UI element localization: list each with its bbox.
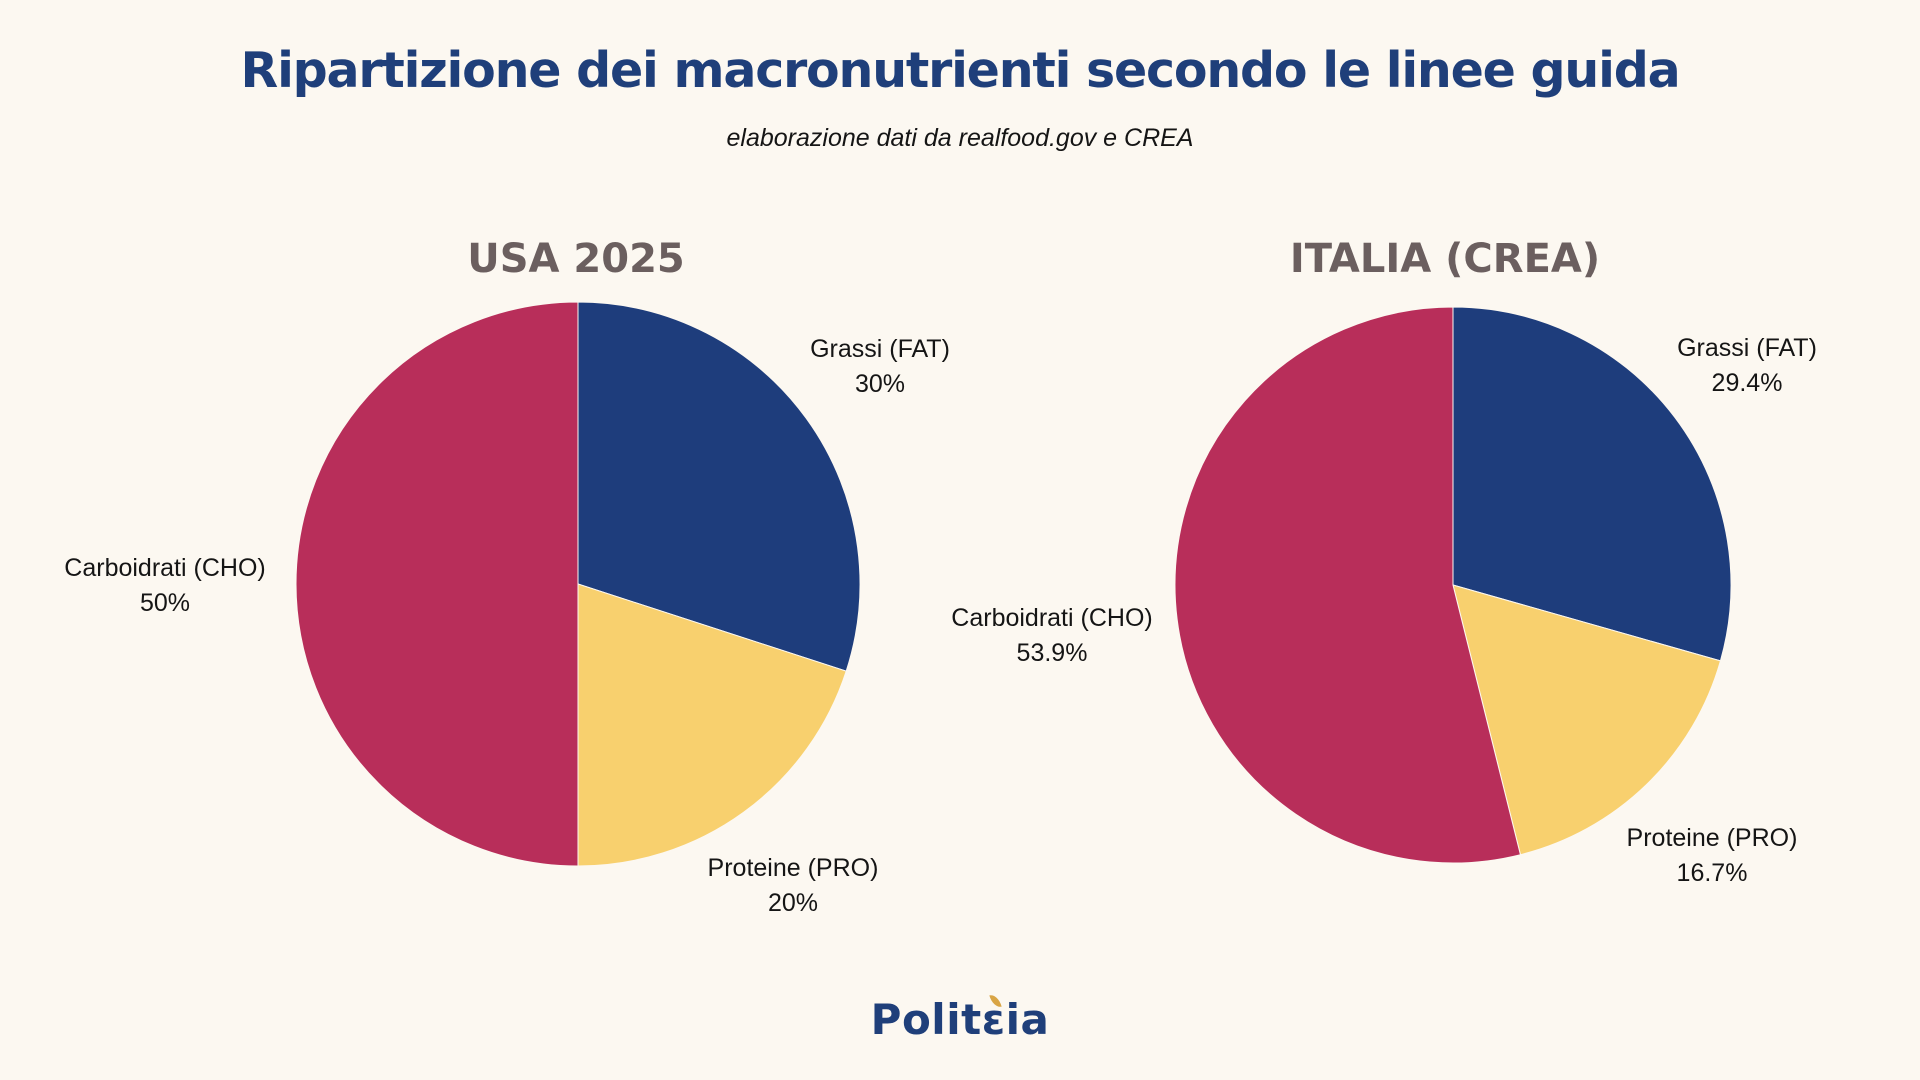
pie-slice-grassi-fat [1452,306,1732,662]
logo-text-prefix: Polit [870,995,982,1044]
pie-chart-usa: USA 2025 Grassi (FAT) 30% Proteine (PRO) 20%… [64,236,950,917]
page-subtitle: elaborazione dati da realfood.gov e CREA [726,124,1194,152]
pie-slice-proteine-pro [577,583,847,867]
slice-value-carboidrati-cho: 50% [140,589,190,617]
pie-slice-carboidrati-cho [295,301,579,867]
slice-value-proteine-pro: 16.7% [1677,859,1748,887]
chart-title: ITALIA (CREA) [1290,236,1600,282]
logo-epsilon-char: ε [981,995,1006,1044]
slice-label-grassi-fat: Grassi (FAT) [1677,334,1817,362]
logo-text-suffix: ia [1005,995,1050,1044]
slice-value-grassi-fat: 29.4% [1712,369,1783,397]
pie-slice-proteine-pro [1452,584,1722,856]
chart-title: USA 2025 [467,236,685,282]
pie-slice-carboidrati-cho [1174,306,1522,864]
logo-epsilon: ε [982,992,1006,1048]
pie-chart-italia: ITALIA (CREA) Grassi (FAT) 29.4% Proteine (… [951,236,1817,887]
page-title: Ripartizione dei macronutrienti secondo … [240,42,1681,99]
slice-label-grassi-fat: Grassi (FAT) [810,335,950,363]
slice-value-proteine-pro: 20% [768,889,818,917]
slice-label-proteine-pro: Proteine (PRO) [708,854,879,882]
slice-label-carboidrati-cho: Carboidrati (CHO) [951,604,1152,632]
politeia-logo: Polit εia [0,992,1920,1048]
slice-label-proteine-pro: Proteine (PRO) [1627,824,1798,852]
slice-value-carboidrati-cho: 53.9% [1017,639,1088,667]
pie-slice-grassi-fat [577,301,861,672]
slice-label-carboidrati-cho: Carboidrati (CHO) [64,554,265,582]
slice-value-grassi-fat: 30% [855,370,905,398]
